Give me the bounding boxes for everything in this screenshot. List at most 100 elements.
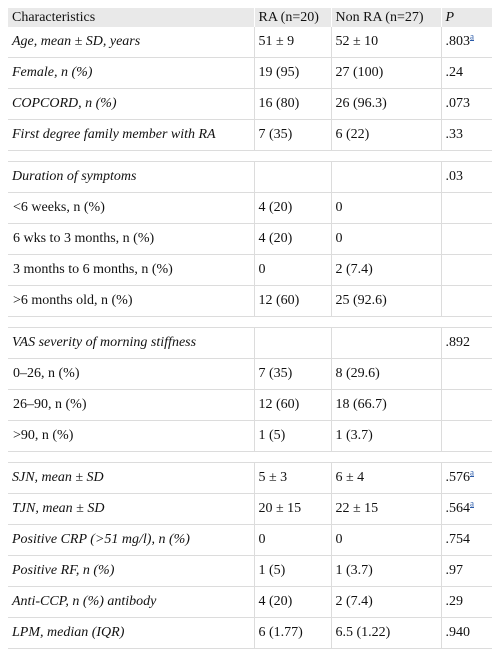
p-value: [441, 358, 492, 390]
table-row: Positive RF, n (%) 1 (5) 1 (3.7) .97: [8, 555, 492, 587]
table-row: Positive CRP (>51 mg/l), n (%) 0 0 .754: [8, 524, 492, 556]
table-row: 0–26, n (%) 7 (35) 8 (29.6): [8, 358, 492, 390]
row-label: Positive RF, n (%): [8, 555, 255, 587]
nonra-value: 27 (100): [331, 57, 442, 89]
ra-value: 4 (20): [254, 192, 332, 224]
table-row: LPM, median (IQR) 6 (1.77) 6.5 (1.22) .9…: [8, 617, 492, 649]
table-row: First degree family member with RA 7 (35…: [8, 119, 492, 151]
row-label: TJN, mean ± SD: [8, 493, 255, 525]
p-value: [441, 389, 492, 421]
ra-value: [254, 161, 332, 193]
p-value: .576: [445, 470, 471, 485]
nonra-value: 1 (3.7): [331, 420, 442, 452]
ra-value: 4 (20): [254, 586, 332, 618]
nonra-value: 52 ± 10: [331, 27, 442, 58]
table-row: SJN, mean ± SD 5 ± 3 6 ± 4 .576a: [8, 462, 492, 494]
nonra-value: 1 (3.7): [331, 555, 442, 587]
row-label: First degree family member with RA: [8, 119, 255, 151]
footnote-link[interactable]: a: [470, 498, 474, 509]
section-row: Duration of symptoms .03: [8, 161, 492, 193]
table-row: TJN, mean ± SD 20 ± 15 22 ± 15 .564a: [8, 493, 492, 525]
row-label: COPCORD, n (%): [8, 88, 255, 120]
p-value: .754: [441, 524, 492, 556]
p-value: .97: [441, 555, 492, 587]
nonra-value: 8 (29.6): [331, 358, 442, 390]
p-value-cell: .576a: [441, 462, 492, 494]
row-label: Anti-CCP, n (%) antibody: [8, 586, 255, 618]
table-row: Female, n (%) 19 (95) 27 (100) .24: [8, 57, 492, 89]
ra-value: 20 ± 15: [254, 493, 332, 525]
row-label: 0–26, n (%): [8, 358, 255, 390]
header-row: Characteristics RA (n=20) Non RA (n=27) …: [8, 8, 492, 27]
table-row: >90, n (%) 1 (5) 1 (3.7): [8, 420, 492, 452]
row-label: 26–90, n (%): [8, 389, 255, 421]
table-row: 26–90, n (%) 12 (60) 18 (66.7): [8, 389, 492, 421]
ra-value: 12 (60): [254, 389, 332, 421]
nonra-value: 26 (96.3): [331, 88, 442, 120]
row-label: Female, n (%): [8, 57, 255, 89]
p-value: [441, 420, 492, 452]
p-value: [441, 223, 492, 255]
row-label: >6 months old, n (%): [8, 285, 255, 317]
row-label: Age, mean ± SD, years: [8, 27, 255, 58]
row-label: <6 weeks, n (%): [8, 192, 255, 224]
ra-value: 16 (80): [254, 88, 332, 120]
p-value: .892: [441, 327, 492, 359]
nonra-value: 25 (92.6): [331, 285, 442, 317]
p-value: [441, 192, 492, 224]
row-label: SJN, mean ± SD: [8, 462, 255, 494]
footnote-link[interactable]: a: [470, 467, 474, 478]
header-p: P: [441, 8, 492, 27]
ra-value: 0: [254, 254, 332, 286]
row-label: 3 months to 6 months, n (%): [8, 254, 255, 286]
p-value: [441, 254, 492, 286]
p-value-cell: .564a: [441, 493, 492, 525]
table-row: 6 wks to 3 months, n (%) 4 (20) 0: [8, 223, 492, 255]
ra-value: 0: [254, 524, 332, 556]
p-value-cell: .803a: [441, 27, 492, 58]
spacer-row: [8, 451, 492, 463]
section-label: Duration of symptoms: [8, 161, 255, 193]
spacer-row: [8, 150, 492, 162]
ra-value: 1 (5): [254, 555, 332, 587]
header-characteristics: Characteristics: [8, 8, 255, 27]
p-value: .03: [441, 161, 492, 193]
nonra-value: 18 (66.7): [331, 389, 442, 421]
row-label: 6 wks to 3 months, n (%): [8, 223, 255, 255]
ra-value: [254, 327, 332, 359]
p-value: .564: [445, 501, 471, 516]
ra-value: 1 (5): [254, 420, 332, 452]
row-label: LPM, median (IQR): [8, 617, 255, 649]
row-label: >90, n (%): [8, 420, 255, 452]
p-value: [441, 285, 492, 317]
table-row: Anti-CCP, n (%) antibody 4 (20) 2 (7.4) …: [8, 586, 492, 618]
spacer-row: [8, 316, 492, 328]
nonra-value: 22 ± 15: [331, 493, 442, 525]
p-value: .073: [441, 88, 492, 120]
nonra-value: 0: [331, 192, 442, 224]
table-row: COPCORD, n (%) 16 (80) 26 (96.3) .073: [8, 88, 492, 120]
p-value: .940: [441, 617, 492, 649]
ra-value: 12 (60): [254, 285, 332, 317]
table-row: <6 weeks, n (%) 4 (20) 0: [8, 192, 492, 224]
ra-value: 5 ± 3: [254, 462, 332, 494]
ra-value: 7 (35): [254, 119, 332, 151]
characteristics-table: Characteristics RA (n=20) Non RA (n=27) …: [8, 8, 492, 649]
section-row: VAS severity of morning stiffness .892: [8, 327, 492, 359]
table-row: >6 months old, n (%) 12 (60) 25 (92.6): [8, 285, 492, 317]
p-value: .803: [445, 34, 471, 49]
table-row: 3 months to 6 months, n (%) 0 2 (7.4): [8, 254, 492, 286]
header-ra: RA (n=20): [254, 8, 332, 27]
nonra-value: 0: [331, 524, 442, 556]
row-label: Positive CRP (>51 mg/l), n (%): [8, 524, 255, 556]
ra-value: 19 (95): [254, 57, 332, 89]
nonra-value: [331, 327, 442, 359]
nonra-value: 0: [331, 223, 442, 255]
nonra-value: 2 (7.4): [331, 586, 442, 618]
p-value: .29: [441, 586, 492, 618]
footnote-link[interactable]: a: [470, 31, 474, 42]
table-row: Age, mean ± SD, years 51 ± 9 52 ± 10 .80…: [8, 27, 492, 58]
nonra-value: [331, 161, 442, 193]
p-value: .33: [441, 119, 492, 151]
header-non-ra: Non RA (n=27): [331, 8, 442, 27]
